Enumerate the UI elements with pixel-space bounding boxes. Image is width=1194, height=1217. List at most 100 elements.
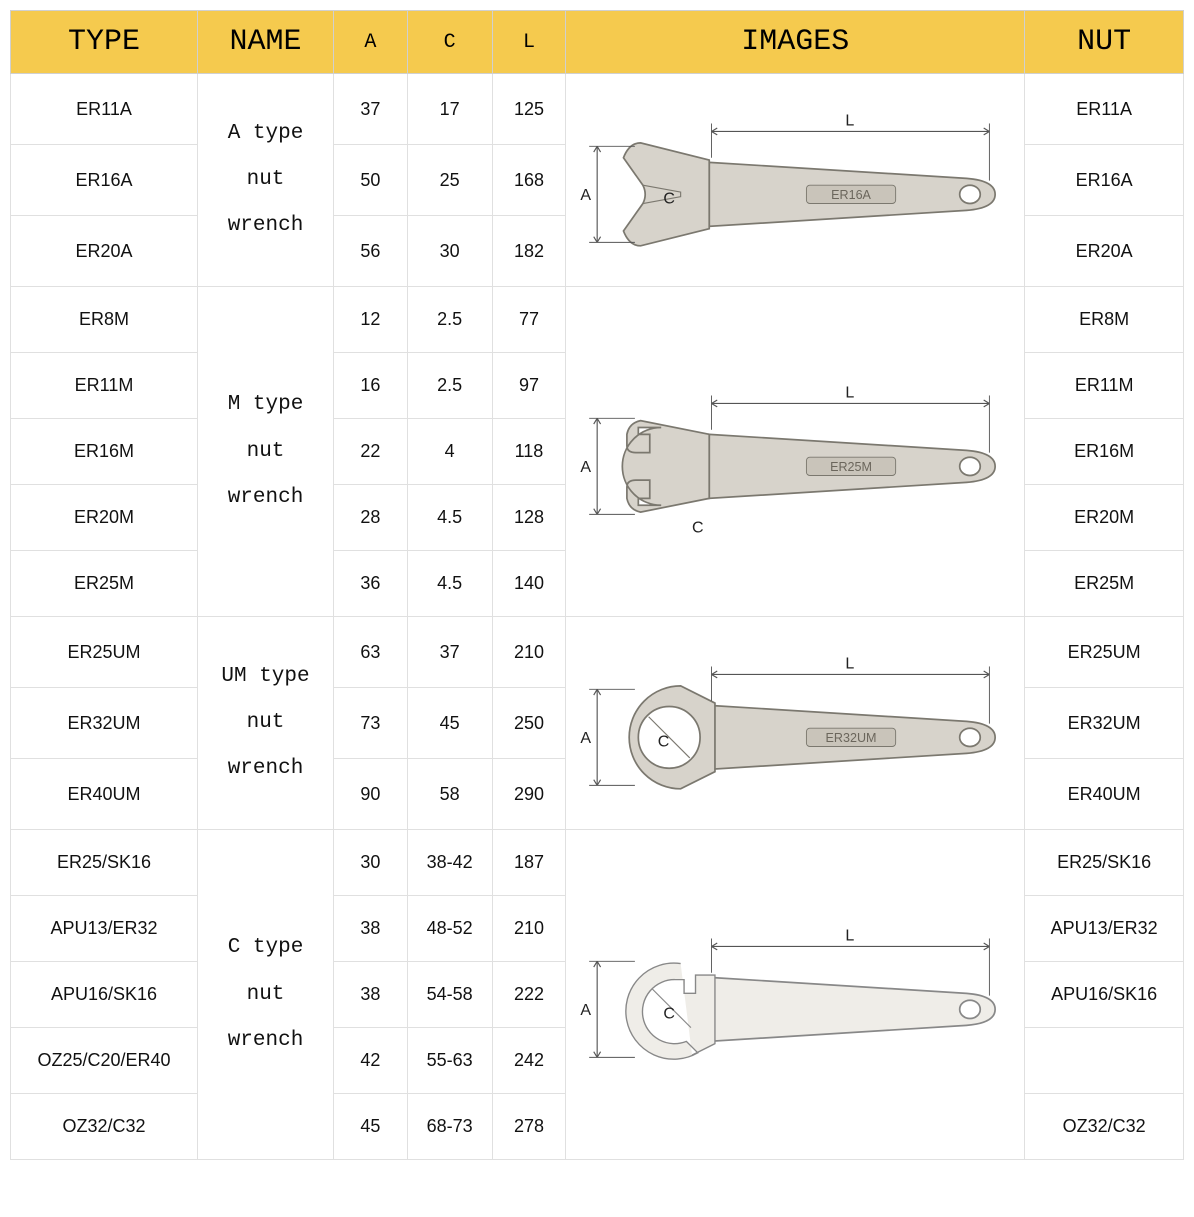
header-images: IMAGES: [566, 11, 1025, 74]
cell-c: 55-63: [407, 1028, 492, 1094]
cell-name: C typenutwrench: [198, 830, 334, 1160]
cell-type: ER16A: [11, 145, 198, 216]
header-name: NAME: [198, 11, 334, 74]
cell-nut: ER25/SK16: [1025, 830, 1184, 896]
wrench-diagram-ring: ER32UM L A C: [572, 623, 1018, 823]
cell-l: 168: [492, 145, 566, 216]
wrench-diagram-hook-double: ER25M L A C: [572, 352, 1018, 552]
cell-l: 125: [492, 74, 566, 145]
cell-nut: APU16/SK16: [1025, 962, 1184, 1028]
cell-type: ER8M: [11, 287, 198, 353]
cell-l: 77: [492, 287, 566, 353]
cell-a: 56: [334, 216, 408, 287]
cell-c: 58: [407, 759, 492, 830]
cell-nut: ER20M: [1025, 485, 1184, 551]
cell-nut: ER25M: [1025, 551, 1184, 617]
cell-c: 30: [407, 216, 492, 287]
cell-type: APU16/SK16: [11, 962, 198, 1028]
wrench-spec-table: TYPE NAME A C L IMAGES NUT ER11AA typenu…: [10, 10, 1184, 1160]
cell-type: ER11A: [11, 74, 198, 145]
cell-l: 290: [492, 759, 566, 830]
cell-type: ER32UM: [11, 688, 198, 759]
cell-a: 22: [334, 419, 408, 485]
cell-nut: OZ32/C32: [1025, 1094, 1184, 1160]
cell-type: ER20A: [11, 216, 198, 287]
cell-l: 278: [492, 1094, 566, 1160]
svg-text:C: C: [664, 1005, 676, 1022]
cell-a: 42: [334, 1028, 408, 1094]
header-a: A: [334, 11, 408, 74]
cell-nut: ER25UM: [1025, 617, 1184, 688]
cell-l: 128: [492, 485, 566, 551]
cell-l: 118: [492, 419, 566, 485]
header-l: L: [492, 11, 566, 74]
cell-nut: ER11M: [1025, 353, 1184, 419]
table-row: ER11AA typenutwrench3717125 ER16A L A C …: [11, 74, 1184, 145]
cell-nut: APU13/ER32: [1025, 896, 1184, 962]
cell-image: ER16A L A C: [566, 74, 1025, 287]
svg-text:C: C: [664, 191, 676, 208]
cell-nut: ER40UM: [1025, 759, 1184, 830]
cell-l: 250: [492, 688, 566, 759]
svg-text:ER32UM: ER32UM: [826, 731, 877, 745]
header-type: TYPE: [11, 11, 198, 74]
cell-l: 242: [492, 1028, 566, 1094]
wrench-diagram-c-hook: L A C: [572, 895, 1018, 1095]
cell-c: 4.5: [407, 485, 492, 551]
cell-name: M typenutwrench: [198, 287, 334, 617]
cell-image: ER25M L A C: [566, 287, 1025, 617]
cell-a: 38: [334, 896, 408, 962]
svg-text:ER16A: ER16A: [831, 188, 871, 202]
cell-l: 97: [492, 353, 566, 419]
cell-c: 38-42: [407, 830, 492, 896]
cell-type: ER20M: [11, 485, 198, 551]
header-nut: NUT: [1025, 11, 1184, 74]
svg-text:C: C: [692, 519, 704, 536]
cell-c: 4.5: [407, 551, 492, 617]
cell-c: 4: [407, 419, 492, 485]
cell-l: 140: [492, 551, 566, 617]
cell-c: 25: [407, 145, 492, 216]
cell-a: 30: [334, 830, 408, 896]
cell-a: 37: [334, 74, 408, 145]
svg-text:L: L: [846, 927, 855, 944]
cell-c: 17: [407, 74, 492, 145]
cell-l: 187: [492, 830, 566, 896]
table-row: ER25/SK16C typenutwrench3038-42187 L A C…: [11, 830, 1184, 896]
cell-type: ER11M: [11, 353, 198, 419]
cell-a: 36: [334, 551, 408, 617]
cell-c: 37: [407, 617, 492, 688]
svg-text:L: L: [846, 113, 855, 130]
table-header-row: TYPE NAME A C L IMAGES NUT: [11, 11, 1184, 74]
cell-a: 45: [334, 1094, 408, 1160]
svg-text:L: L: [846, 656, 855, 673]
cell-l: 182: [492, 216, 566, 287]
svg-text:A: A: [581, 459, 592, 476]
cell-a: 50: [334, 145, 408, 216]
cell-a: 63: [334, 617, 408, 688]
cell-type: OZ25/C20/ER40: [11, 1028, 198, 1094]
cell-l: 210: [492, 896, 566, 962]
svg-text:C: C: [658, 734, 670, 751]
cell-l: 222: [492, 962, 566, 1028]
cell-nut: ER11A: [1025, 74, 1184, 145]
cell-nut: ER20A: [1025, 216, 1184, 287]
cell-type: ER25/SK16: [11, 830, 198, 896]
svg-text:A: A: [581, 1002, 592, 1019]
cell-a: 38: [334, 962, 408, 1028]
table-row: ER25UMUM typenutwrench6337210 ER32UM L A…: [11, 617, 1184, 688]
svg-text:L: L: [846, 384, 855, 401]
cell-a: 28: [334, 485, 408, 551]
cell-a: 16: [334, 353, 408, 419]
header-c: C: [407, 11, 492, 74]
cell-type: ER40UM: [11, 759, 198, 830]
cell-a: 12: [334, 287, 408, 353]
svg-text:ER25M: ER25M: [830, 459, 872, 473]
cell-c: 2.5: [407, 353, 492, 419]
cell-type: ER25UM: [11, 617, 198, 688]
cell-a: 90: [334, 759, 408, 830]
cell-type: OZ32/C32: [11, 1094, 198, 1160]
cell-nut: ER16A: [1025, 145, 1184, 216]
svg-text:A: A: [581, 730, 592, 747]
cell-type: APU13/ER32: [11, 896, 198, 962]
